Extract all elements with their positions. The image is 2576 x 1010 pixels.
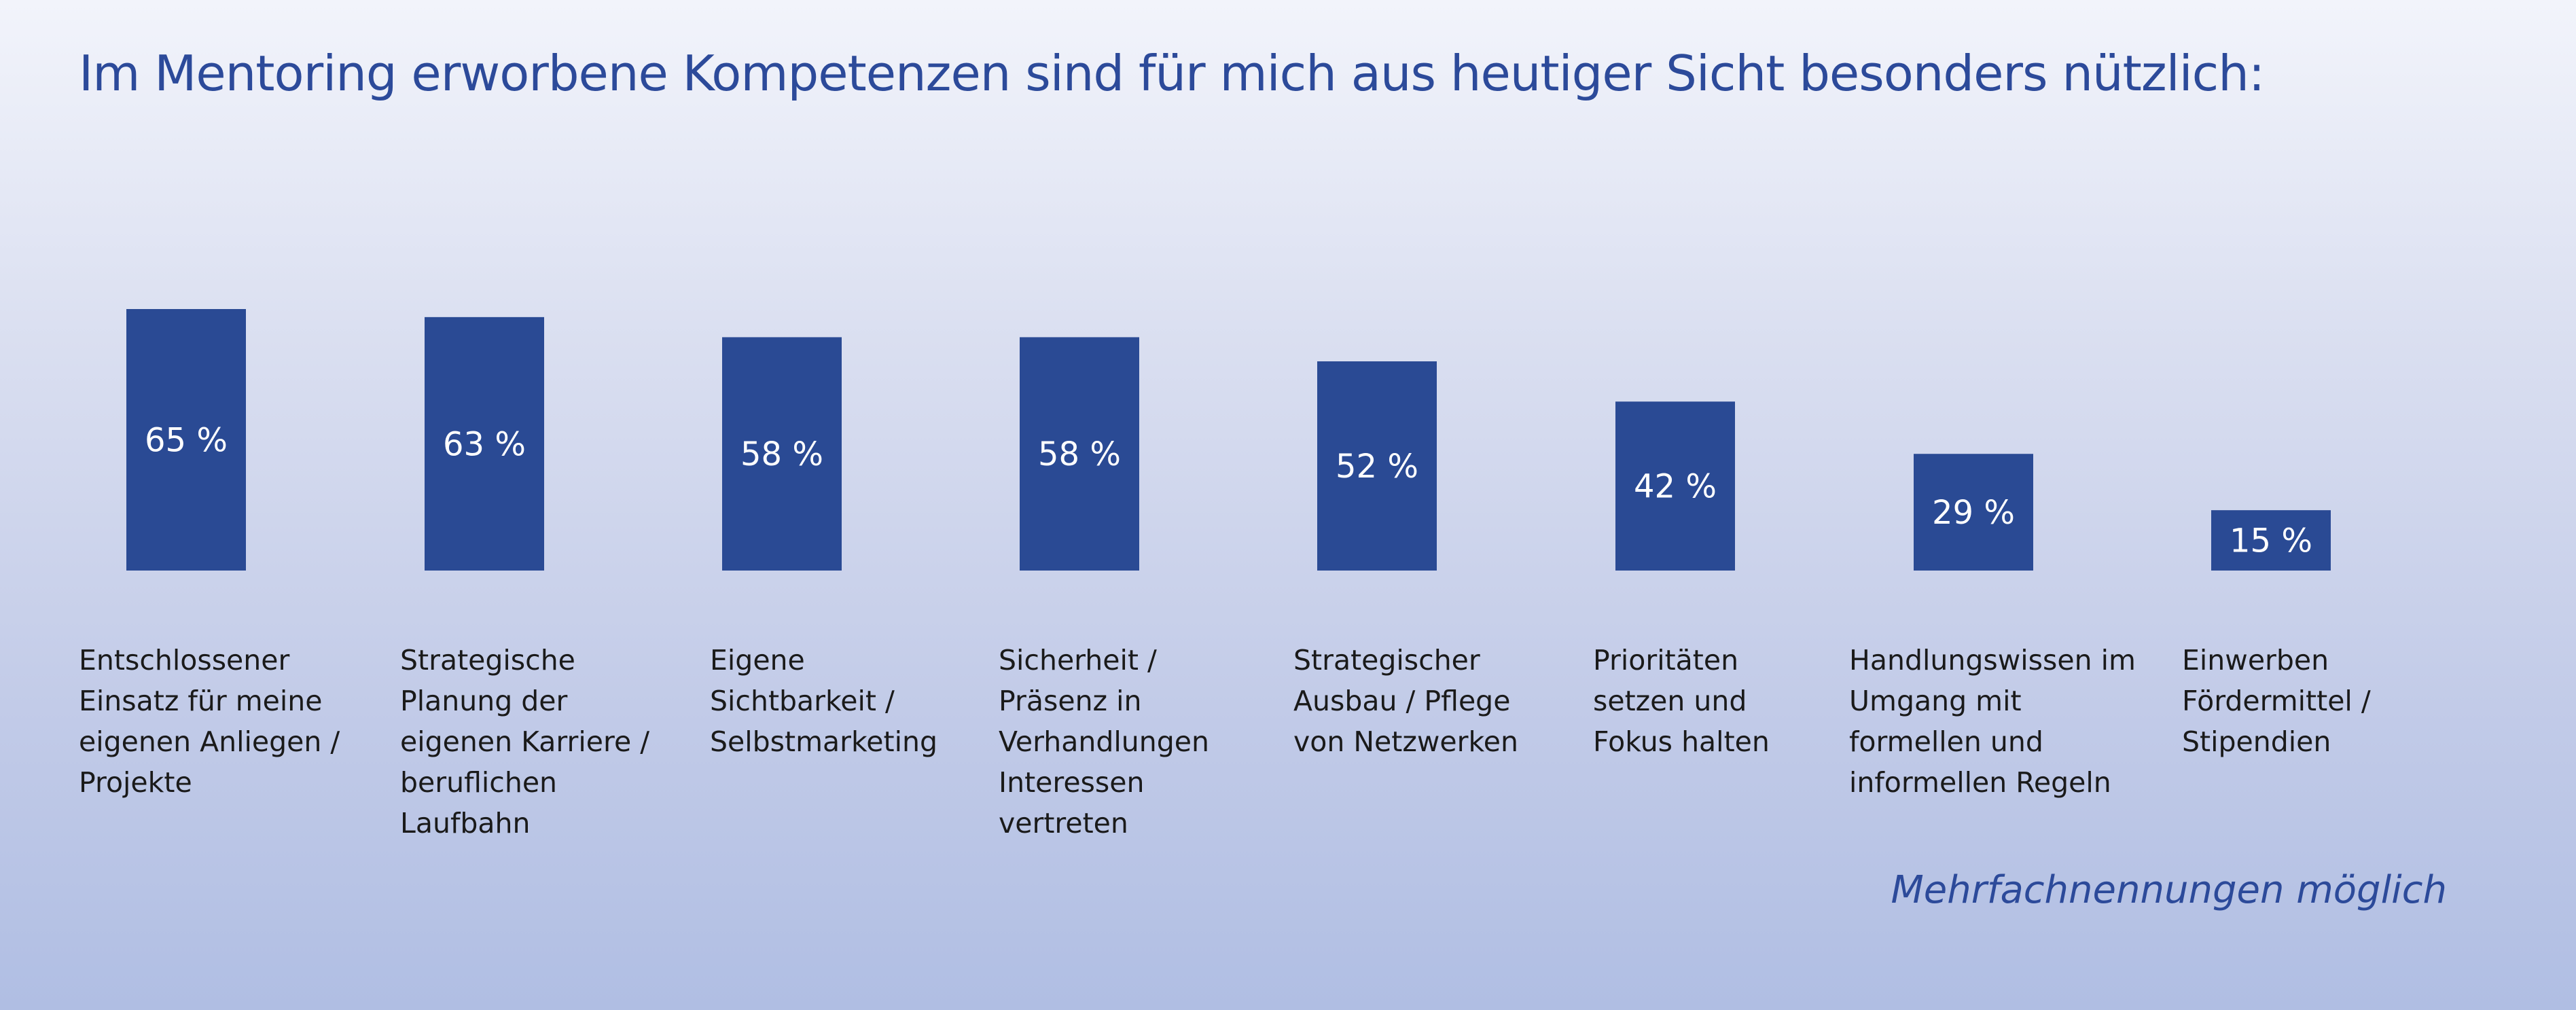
- category-label-line: Projekte: [79, 766, 192, 799]
- category-label-line: Selbstmarketing: [710, 725, 938, 758]
- category-label-line: Entschlossener: [79, 644, 290, 677]
- bar-value-label-1: 65 %: [145, 422, 228, 460]
- category-label-3: Eigene Sichtbarkeit / Selbstmarketing: [710, 640, 937, 762]
- category-label-line: Interessen: [999, 766, 1145, 799]
- bar-value-label-8: 15 %: [2230, 522, 2312, 560]
- category-label-line: Umgang mit: [1849, 685, 2022, 717]
- category-label-line: Handlungswissen im: [1849, 644, 2136, 677]
- category-label-line: Sicherheit /: [999, 644, 1157, 677]
- category-label-2: Strategische Planung der eigenen Karriere …: [400, 640, 649, 844]
- bar-7: [1914, 454, 2033, 571]
- category-label-line: Strategische: [400, 644, 575, 677]
- category-label-5: Strategischer Ausbau / Pflege von Netzwerk…: [1293, 640, 1518, 762]
- category-label-line: vertreten: [999, 807, 1128, 840]
- bar-5: [1317, 361, 1437, 571]
- category-label-4: Sicherheit / Präsenz in Verhandlungen Inter…: [999, 640, 1209, 844]
- category-label-7: Handlungswissen im Umgang mit formellen un…: [1849, 640, 2136, 803]
- category-label-line: Präsenz in: [999, 685, 1142, 717]
- category-label-line: Ausbau / Pflege: [1293, 685, 1511, 717]
- chart-title: Im Mentoring erworbene Kompetenzen sind …: [79, 45, 2265, 102]
- bar-1: [126, 309, 246, 571]
- bar-value-label-4: 58 %: [1038, 435, 1121, 473]
- category-label-line: Sichtbarkeit /: [710, 685, 895, 717]
- category-label-line: eigenen Anliegen /: [79, 725, 340, 758]
- category-label-line: Einwerben: [2182, 644, 2329, 677]
- category-label-line: eigenen Karriere /: [400, 725, 650, 758]
- category-label-line: beruflichen: [400, 766, 558, 799]
- bar-8: [2211, 510, 2331, 571]
- bar-value-label-2: 63 %: [443, 425, 526, 463]
- category-label-8: Einwerben Fördermittel / Stipendien: [2182, 640, 2371, 762]
- category-label-line: setzen und: [1593, 685, 1747, 717]
- category-label-line: Strategischer: [1293, 644, 1480, 677]
- category-label-line: von Netzwerken: [1293, 725, 1518, 758]
- bar-4: [1020, 337, 1139, 571]
- bar-value-label-6: 42 %: [1634, 468, 1717, 506]
- bar-6: [1615, 401, 1735, 571]
- category-label-line: Eigene: [710, 644, 805, 677]
- category-label-1: Entschlossener Einsatz für meine eigenen A…: [79, 640, 340, 803]
- category-label-line: informellen Regeln: [1849, 766, 2111, 799]
- category-label-line: Einsatz für meine: [79, 685, 323, 717]
- category-label-line: Laufbahn: [400, 807, 531, 840]
- category-label-line: formellen und: [1849, 725, 2043, 758]
- bar-3: [722, 337, 842, 571]
- bar-2: [425, 317, 544, 571]
- multiple-answers-note: Mehrfachnennungen möglich: [1891, 868, 2447, 912]
- category-label-line: Fördermittel /: [2182, 685, 2371, 717]
- bar-value-label-7: 29 %: [1932, 494, 2015, 532]
- bar-value-label-3: 58 %: [740, 435, 823, 473]
- category-label-line: Prioritäten: [1593, 644, 1739, 677]
- category-label-line: Planung der: [400, 685, 568, 717]
- bar-value-label-5: 52 %: [1336, 448, 1418, 486]
- category-label-6: Prioritäten setzen und Fokus halten: [1593, 640, 1770, 762]
- category-label-line: Stipendien: [2182, 725, 2331, 758]
- category-label-line: Verhandlungen: [999, 725, 1209, 758]
- category-label-line: Fokus halten: [1593, 725, 1770, 758]
